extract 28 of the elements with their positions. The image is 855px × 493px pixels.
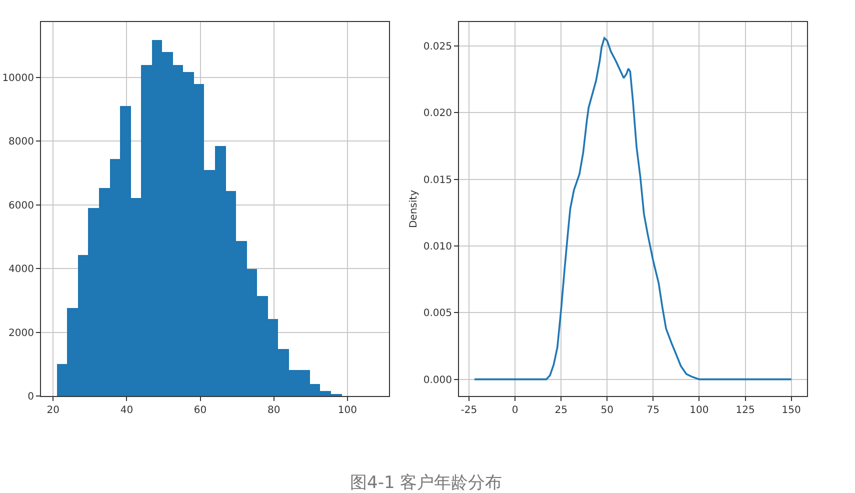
x-tick-label: -25 <box>460 405 478 416</box>
y-tick-label: 0.010 <box>423 242 452 252</box>
y-axis-title: Density <box>408 190 420 228</box>
x-tick-label: 75 <box>646 405 660 416</box>
caption: 图4-1 客户年龄分布 <box>350 473 502 493</box>
line-series <box>474 37 792 380</box>
x-tick-label: 100 <box>690 405 709 416</box>
x-tick-label: 0 <box>512 405 518 416</box>
y-tick-label: 0.025 <box>423 42 452 52</box>
x-tick-label: 50 <box>600 405 614 416</box>
y-tick-label: 0.005 <box>423 308 452 320</box>
x-tick-label: 100 <box>338 405 357 416</box>
x-tick-label: 150 <box>782 405 801 416</box>
y-tick-label: 8000 <box>8 136 34 148</box>
x-tick-label: 125 <box>736 405 755 416</box>
x-tick-label: 20 <box>46 405 60 416</box>
y-tick-label: 0.000 <box>423 374 452 386</box>
x-tick-label: 40 <box>120 405 134 416</box>
y-tick-label: 0.020 <box>423 108 452 120</box>
y-tick-label: 0.015 <box>423 174 452 186</box>
y-tick-label: 4000 <box>8 264 34 276</box>
x-tick-label: 60 <box>194 405 207 416</box>
y-tick-label: 6000 <box>8 200 34 212</box>
y-tick-label: 2000 <box>8 328 34 339</box>
x-tick-label: 80 <box>267 405 280 416</box>
y-tick-label: 0 <box>28 392 34 402</box>
x-tick-label: 25 <box>554 405 568 416</box>
y-tick-label: 10000 <box>2 72 34 84</box>
